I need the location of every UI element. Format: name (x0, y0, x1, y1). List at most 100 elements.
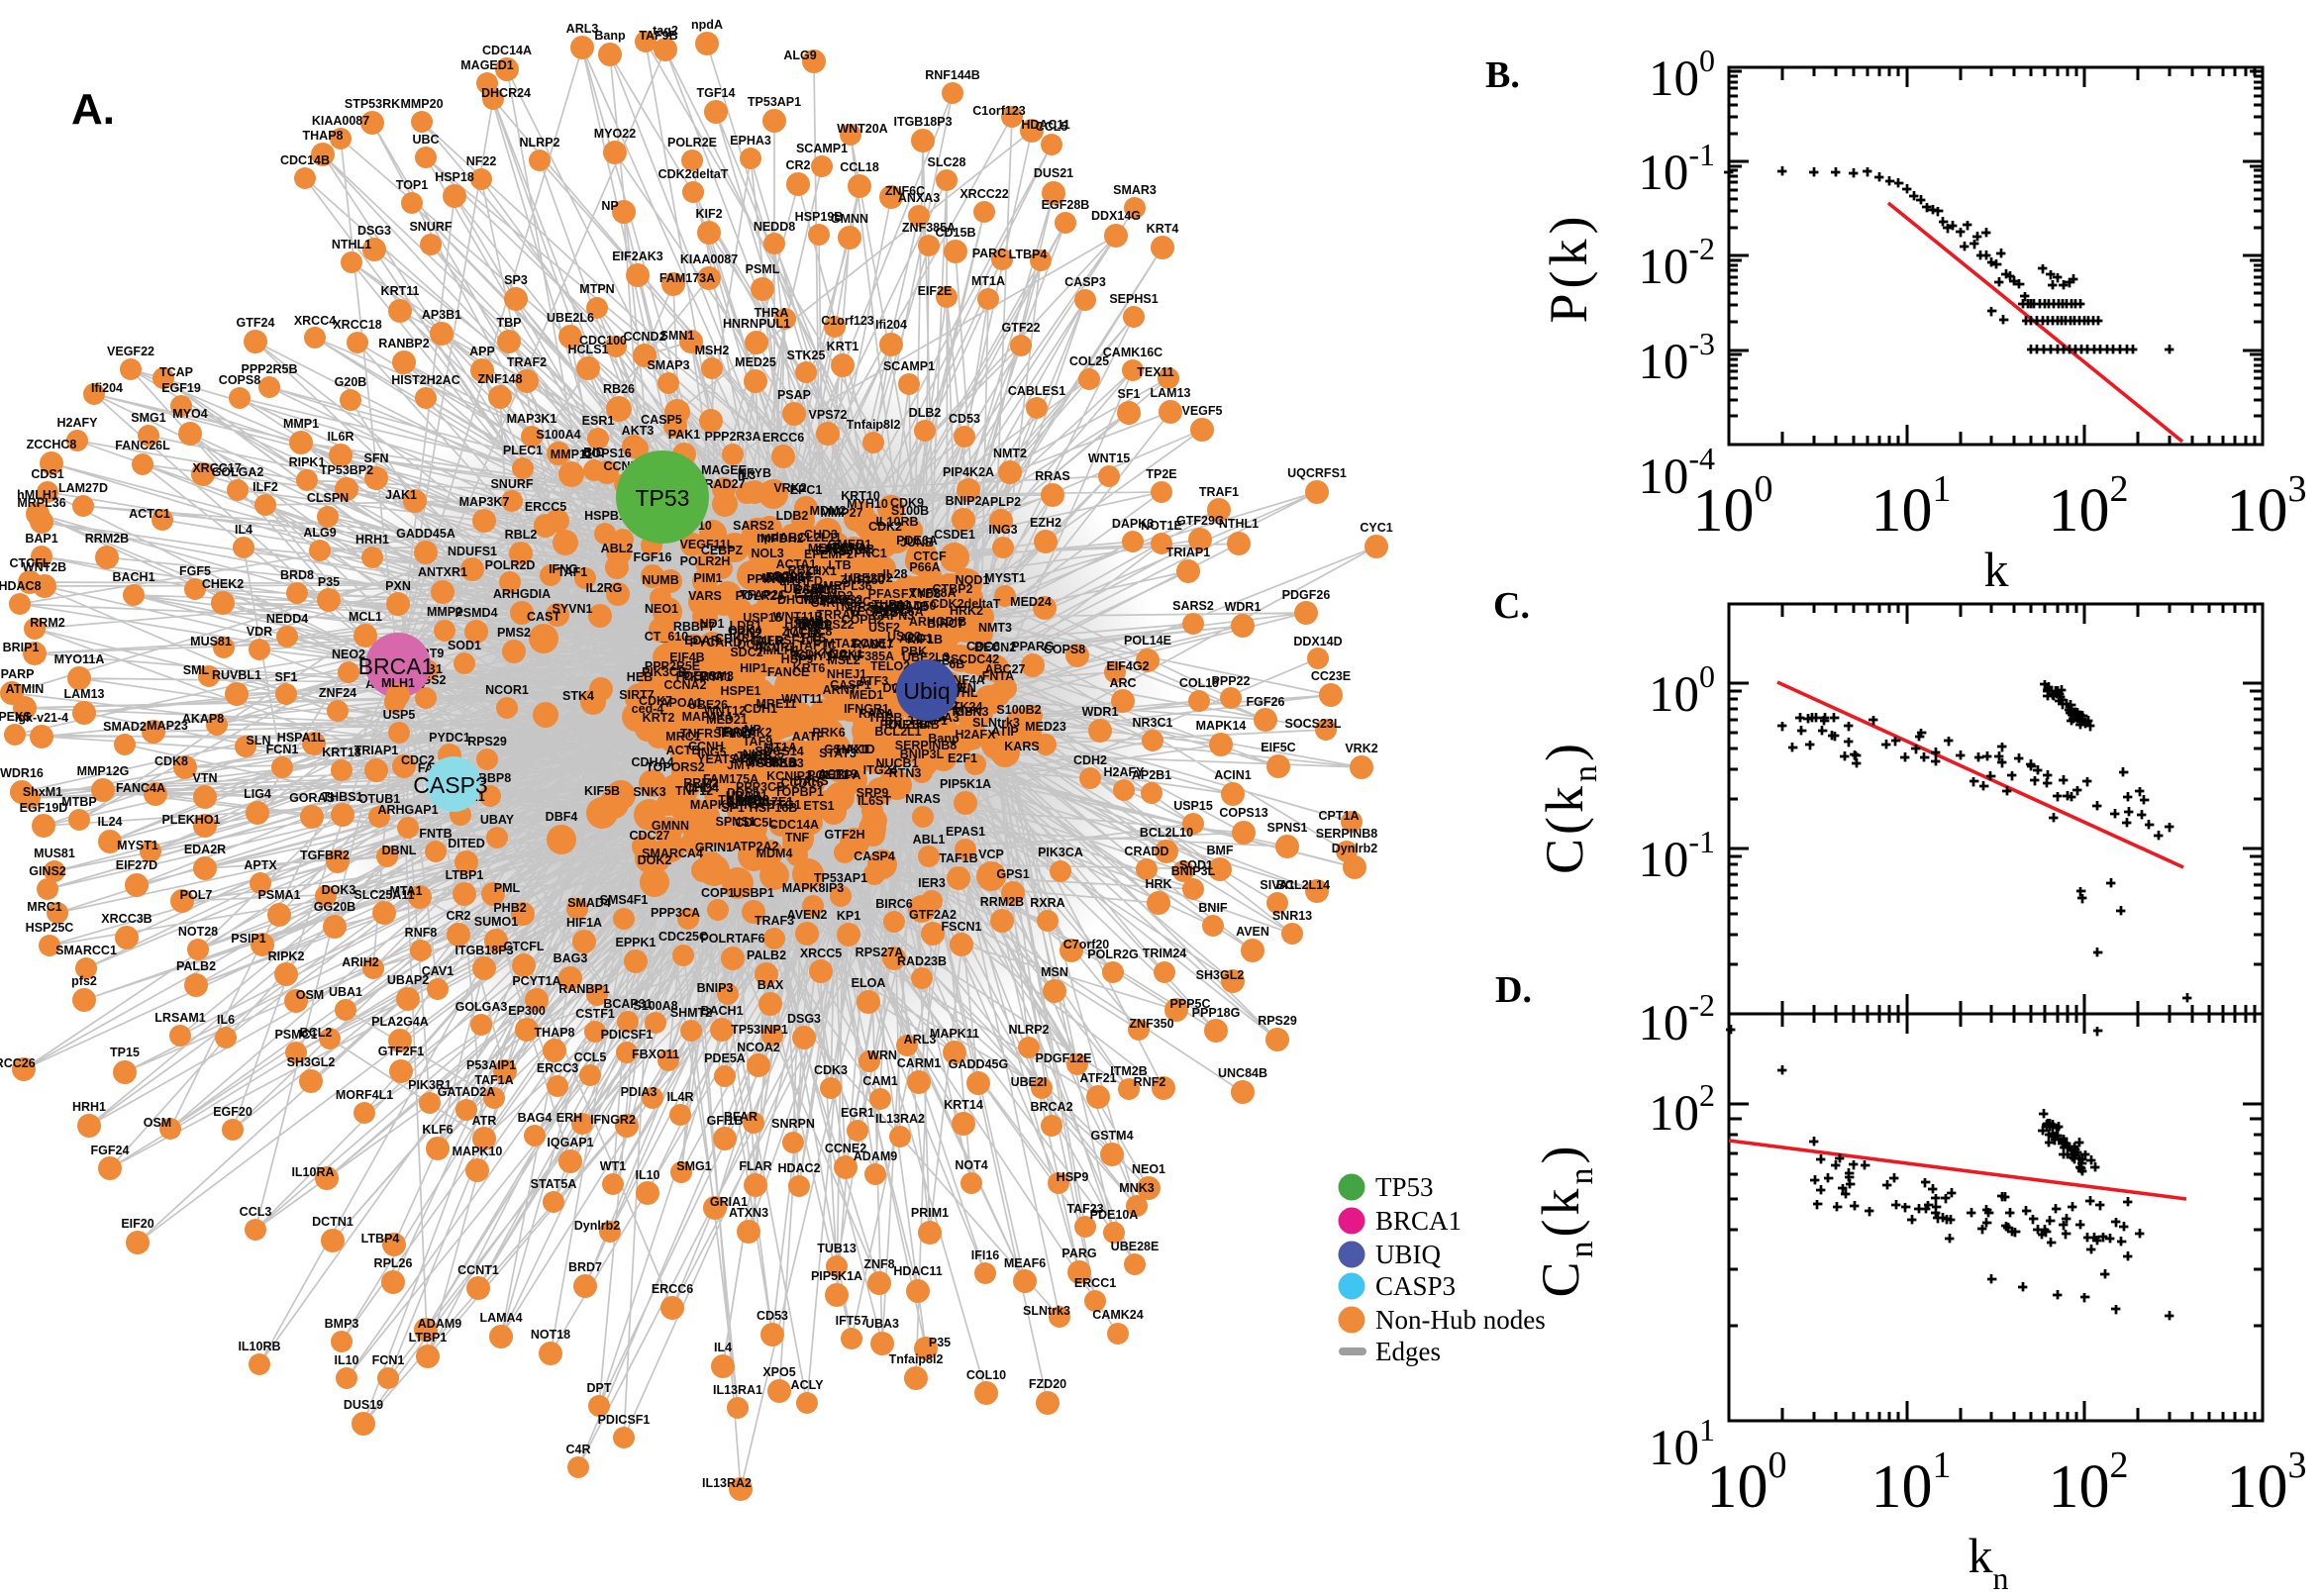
svg-text:D.: D. (1495, 969, 1532, 1011)
svg-text:NLRP2: NLRP2 (520, 136, 560, 150)
svg-text:EGF19: EGF19 (161, 381, 201, 395)
svg-text:MYO4: MYO4 (172, 407, 207, 421)
svg-text:P35: P35 (929, 1336, 951, 1349)
svg-text:ALG9: ALG9 (783, 49, 816, 62)
svg-text:ZNF350: ZNF350 (840, 573, 884, 587)
svg-text:102: 102 (2049, 1445, 2129, 1521)
svg-text:CDK8: CDK8 (154, 754, 188, 768)
svg-text:FNTB: FNTB (419, 827, 452, 841)
svg-text:MED23: MED23 (1025, 720, 1066, 734)
svg-text:HDAC11: HDAC11 (1021, 118, 1069, 132)
svg-text:TP53INP1: TP53INP1 (731, 1023, 788, 1037)
svg-text:TCAP: TCAP (159, 365, 193, 379)
svg-text:COL10: COL10 (966, 1368, 1006, 1382)
svg-text:PEXS: PEXS (0, 710, 32, 724)
svg-text:CDC14B: CDC14B (280, 153, 330, 167)
svg-text:GTF29C: GTF29C (1176, 514, 1224, 528)
svg-text:RB26: RB26 (603, 382, 635, 396)
svg-text:UBAP2: UBAP2 (387, 973, 429, 987)
svg-text:SHMT2: SHMT2 (670, 1006, 712, 1020)
svg-text:CALR: CALR (751, 635, 785, 648)
svg-text:DCN: DCN (737, 638, 763, 651)
svg-text:NF22: NF22 (466, 154, 497, 168)
svg-text:NOT18: NOT18 (531, 1328, 570, 1342)
svg-text:PALB2: PALB2 (747, 948, 786, 962)
svg-text:IL10: IL10 (635, 1168, 659, 1182)
svg-text:RRAS: RRAS (1035, 469, 1069, 483)
svg-text:APOA1: APOA1 (659, 696, 702, 710)
svg-text:Ubiq: Ubiq (903, 678, 950, 704)
svg-text:RARA: RARA (858, 707, 894, 721)
svg-text:PYDC1: PYDC1 (429, 731, 470, 745)
svg-text:EZH2: EZH2 (1030, 516, 1061, 530)
svg-text:UBAY: UBAY (480, 813, 515, 827)
svg-text:MNK3: MNK3 (1119, 1181, 1154, 1195)
svg-text:GTF2F1: GTF2F1 (378, 1045, 425, 1058)
svg-text:SF1: SF1 (275, 670, 298, 684)
svg-text:EGR1: EGR1 (841, 1106, 874, 1120)
svg-text:CTCFL: CTCFL (504, 940, 545, 953)
svg-text:G20B: G20B (335, 375, 367, 389)
svg-text:ERCC5: ERCC5 (525, 500, 566, 514)
svg-text:ING3: ING3 (988, 523, 1017, 537)
svg-text:IL10RB: IL10RB (238, 1340, 280, 1353)
svg-text:RANBP1: RANBP1 (558, 982, 609, 996)
svg-text:P66A: P66A (909, 560, 940, 574)
svg-text:ZNF350: ZNF350 (1129, 1017, 1173, 1031)
svg-text:Tnfaip8l2: Tnfaip8l2 (847, 418, 901, 432)
svg-text:MSN: MSN (1041, 965, 1068, 979)
svg-text:TAF1: TAF1 (557, 565, 587, 579)
svg-text:MUS81: MUS81 (34, 847, 75, 860)
svg-text:ACLY: ACLY (791, 1378, 825, 1392)
svg-text:DDX14G: DDX14G (1091, 209, 1141, 223)
svg-text:THRA: THRA (755, 306, 789, 320)
svg-text:WDR1: WDR1 (1082, 705, 1119, 719)
svg-text:CDK3: CDK3 (814, 1063, 848, 1077)
svg-text:ITG24: ITG24 (863, 763, 898, 777)
svg-text:TRAF3: TRAF3 (755, 914, 794, 928)
svg-text:KRT18: KRT18 (322, 746, 361, 759)
svg-text:XRCC22: XRCC22 (960, 187, 1008, 201)
svg-text:RAD27: RAD27 (705, 477, 746, 491)
svg-text:TP2E: TP2E (1146, 467, 1176, 481)
svg-text:POLR2H: POLR2H (680, 554, 731, 568)
svg-text:ERCC3: ERCC3 (537, 1061, 578, 1075)
svg-text:PAK1: PAK1 (668, 428, 700, 442)
svg-text:BNIP3L: BNIP3L (900, 748, 945, 761)
svg-text:CCL3: CCL3 (240, 1205, 272, 1219)
svg-text:BIRC7: BIRC7 (927, 617, 964, 631)
svg-text:BAG4: BAG4 (518, 1111, 553, 1125)
svg-text:THBS1: THBS1 (323, 790, 363, 804)
svg-text:GTF24: GTF24 (237, 316, 275, 330)
svg-text:COPB2: COPB2 (841, 613, 883, 627)
svg-text:E2F2: E2F2 (794, 587, 824, 601)
svg-text:SOD1: SOD1 (1179, 858, 1213, 872)
svg-text:NEDD8: NEDD8 (754, 220, 795, 234)
svg-text:PARG: PARG (1061, 1247, 1096, 1260)
svg-text:TNFAIP8: TNFAIP8 (718, 793, 768, 807)
svg-text:BCL2: BCL2 (300, 1026, 333, 1040)
svg-text:POL23B: POL23B (880, 718, 929, 732)
svg-text:UBAP1: UBAP1 (726, 789, 767, 803)
svg-text:NP: NP (744, 723, 760, 737)
svg-text:CCL5: CCL5 (574, 1050, 607, 1064)
svg-text:SMARCA4: SMARCA4 (642, 847, 703, 860)
svg-text:CSTF1: CSTF1 (575, 1007, 615, 1021)
svg-text:TNF: TNF (785, 831, 810, 845)
svg-text:PALB2: PALB2 (176, 959, 216, 973)
svg-text:STAT3: STAT3 (819, 747, 857, 760)
svg-text:VCP: VCP (978, 848, 1004, 861)
svg-text:ARNT: ARNT (823, 683, 858, 697)
svg-text:NEO1: NEO1 (1132, 1162, 1165, 1176)
svg-text:WRN: WRN (867, 1048, 897, 1062)
svg-text:HSPB1: HSPB1 (584, 509, 626, 523)
svg-text:IL28: IL28 (882, 567, 907, 581)
svg-text:CDK6: CDK6 (715, 632, 749, 646)
svg-text:CARM1: CARM1 (897, 1056, 941, 1070)
svg-text:DHCR24: DHCR24 (481, 86, 531, 100)
svg-text:P(k): P(k) (1539, 212, 1598, 324)
svg-text:KARS2: KARS2 (821, 593, 862, 607)
svg-text:EDAR: EDAR (684, 634, 719, 648)
svg-text:ACTC1: ACTC1 (129, 507, 170, 521)
svg-text:BMP3: BMP3 (325, 1317, 359, 1331)
